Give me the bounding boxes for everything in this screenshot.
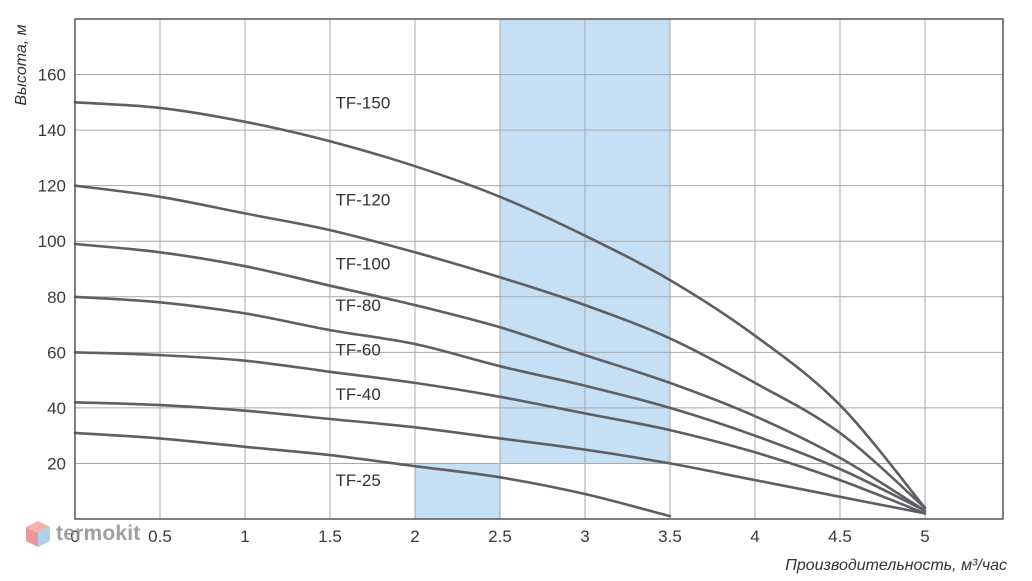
curve-label-tf-60: TF-60	[336, 341, 381, 360]
x-axis-title: Производительность, м³/час	[785, 557, 1007, 574]
watermark: termokit	[24, 519, 140, 549]
plot-frame	[74, 18, 1004, 520]
x-tick-0.5: 0.5	[148, 527, 172, 546]
curve-tf-150	[73, 101, 927, 510]
curve-tf-25	[73, 431, 672, 518]
x-tick-5: 5	[920, 527, 929, 546]
curve-tf-80	[73, 295, 927, 512]
x-tick-0: 0	[70, 527, 79, 546]
curve-label-tf-80: TF-80	[336, 296, 381, 315]
y-tick-80: 80	[47, 288, 66, 307]
y-tick-20: 20	[47, 454, 66, 473]
x-tick-4.5: 4.5	[828, 527, 852, 546]
curve-label-tf-40: TF-40	[336, 385, 381, 404]
watermark-text: termokit	[56, 522, 141, 545]
y-axis-title: Высота, м	[13, 24, 30, 105]
y-tick-40: 40	[47, 399, 66, 418]
x-tick-4: 4	[750, 527, 759, 546]
y-tick-60: 60	[47, 343, 66, 362]
y-tick-160: 160	[38, 66, 66, 85]
curve-label-tf-150: TF-150	[336, 93, 391, 112]
curve-label-tf-25: TF-25	[336, 471, 381, 490]
x-tick-2.5: 2.5	[488, 527, 512, 546]
x-tick-labels: 0 0.5 1 1.5 2 2.5 3 3.5 4 4.5 5	[70, 527, 929, 546]
curve-tf-60	[73, 351, 927, 515]
x-tick-3.5: 3.5	[658, 527, 682, 546]
curve-labels: TF-150 TF-120 TF-100 TF-80 TF-60 TF-40 TF-25	[336, 93, 391, 490]
x-tick-1: 1	[240, 527, 249, 546]
curve-label-tf-100: TF-100	[336, 254, 391, 273]
curve-tf-120	[73, 184, 927, 510]
y-tick-100: 100	[38, 232, 66, 251]
x-tick-3: 3	[580, 527, 589, 546]
curve-tf-40	[73, 401, 927, 515]
x-tick-1.5: 1.5	[318, 527, 342, 546]
curve-tf-100	[73, 242, 927, 512]
y-tick-140: 140	[38, 121, 66, 140]
x-tick-2: 2	[410, 527, 419, 546]
y-tick-120: 120	[38, 177, 66, 196]
performance-curves	[73, 101, 927, 518]
y-tick-labels: 20 40 60 80 100 120 140 160	[38, 66, 66, 474]
curve-label-tf-120: TF-120	[336, 191, 391, 210]
cube-logo-icon	[26, 521, 50, 547]
